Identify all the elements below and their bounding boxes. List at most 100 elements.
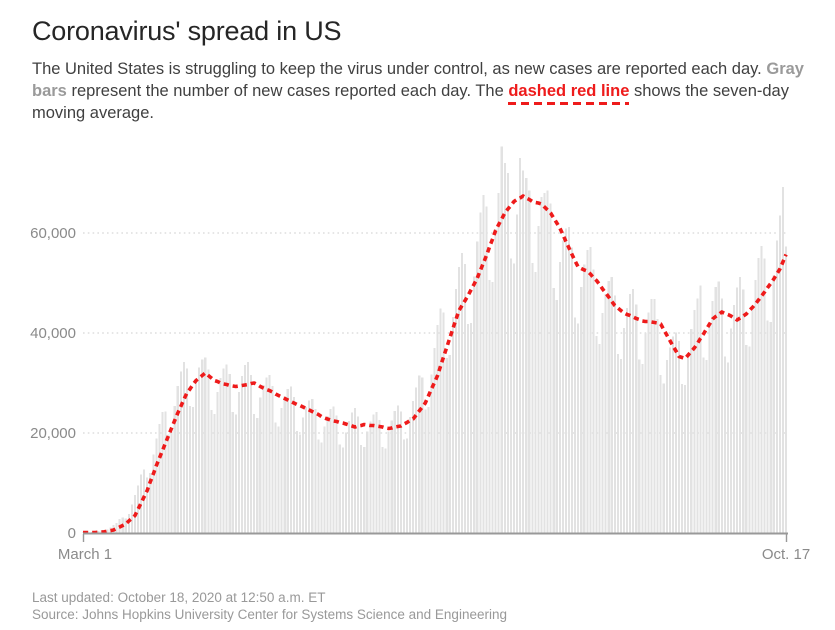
daily-cases-bar (717, 281, 720, 533)
daily-cases-bar (784, 246, 788, 533)
daily-cases-bar (155, 438, 158, 533)
daily-cases-bar (228, 374, 231, 533)
daily-cases-bar (277, 426, 280, 533)
daily-cases-bar (601, 313, 604, 533)
daily-cases-bar (375, 412, 378, 533)
daily-cases-bar (127, 514, 130, 533)
daily-cases-bar (583, 264, 586, 533)
daily-cases-bar (292, 397, 295, 533)
daily-cases-bar (286, 389, 289, 533)
daily-cases-bar (503, 163, 506, 533)
daily-cases-bar (693, 310, 696, 533)
daily-cases-bar (659, 375, 662, 533)
description-lead: The United States is struggling to keep … (32, 60, 767, 78)
daily-cases-bar (243, 365, 247, 533)
daily-cases-bar (167, 434, 170, 533)
daily-cases-bar (283, 396, 286, 533)
daily-cases-bar (415, 387, 418, 533)
daily-cases-bar (702, 357, 705, 533)
daily-cases-bar (259, 397, 262, 533)
daily-cases-bar (225, 364, 228, 533)
daily-cases-bar (681, 384, 684, 533)
daily-cases-bar (708, 325, 711, 533)
daily-cases-bar (525, 178, 528, 533)
daily-cases-bar (647, 312, 650, 533)
y-tick-label: 40,000 (30, 325, 76, 342)
description-tail: shows the seven-day moving average. (32, 82, 789, 122)
daily-cases-bar (763, 258, 766, 533)
daily-cases-bar (506, 173, 509, 533)
daily-cases-bar (467, 324, 470, 533)
daily-cases-bar (485, 206, 488, 533)
daily-cases-bar (519, 158, 522, 533)
daily-cases-bar (341, 447, 344, 533)
daily-cases-bar (445, 358, 448, 533)
daily-cases-bar (549, 203, 552, 533)
daily-cases-bar (433, 348, 436, 533)
daily-cases-bar (580, 287, 583, 533)
daily-cases-bar (757, 258, 760, 533)
daily-cases-bar (766, 320, 769, 533)
daily-cases-bar (384, 448, 387, 533)
daily-cases-bar (632, 289, 635, 533)
daily-cases-bar (491, 282, 494, 533)
daily-cases-bar (742, 289, 745, 533)
daily-cases-bar (305, 407, 308, 533)
daily-cases-bar (558, 262, 561, 533)
daily-cases-bar (494, 229, 497, 533)
y-tick-label: 20,000 (30, 425, 76, 442)
daily-cases-bar (314, 409, 317, 533)
daily-cases-bar (436, 325, 439, 533)
daily-cases-bar (369, 421, 372, 533)
daily-cases-bar (320, 442, 323, 533)
daily-cases-bar (457, 267, 460, 533)
daily-cases-bar (140, 474, 143, 533)
x-axis-line (82, 532, 788, 542)
daily-cases-bar (360, 445, 363, 533)
daily-cases-bar (778, 215, 781, 533)
daily-cases-bar (653, 299, 656, 533)
daily-cases-bar (329, 409, 332, 533)
daily-cases-bar (424, 409, 427, 533)
daily-cases-bar (347, 421, 350, 533)
daily-cases-bar (699, 285, 702, 533)
daily-cases-bar (552, 288, 555, 533)
daily-cases-bar (528, 190, 531, 533)
daily-cases-bar (421, 377, 424, 533)
daily-cases-bar (534, 272, 537, 533)
daily-cases-bar (427, 407, 430, 533)
daily-cases-bar (604, 294, 607, 533)
daily-cases-bar (198, 367, 201, 533)
daily-cases-bar (405, 438, 409, 533)
daily-cases-bar (751, 308, 754, 533)
daily-cases-bar (613, 295, 616, 533)
daily-cases-bar (677, 341, 681, 533)
daily-cases-bar (253, 414, 256, 533)
daily-cases-bar (195, 381, 198, 533)
daily-cases-bar (512, 263, 516, 533)
daily-cases-bar (280, 408, 283, 533)
daily-cases-bar (188, 406, 192, 533)
daily-cases-bar (650, 299, 653, 533)
daily-cases-bar (589, 247, 592, 533)
daily-cases-bar (409, 417, 412, 533)
daily-cases-bar (201, 359, 204, 533)
daily-cases-bar (146, 477, 149, 533)
daily-cases-bar (387, 431, 390, 533)
daily-cases-bar (555, 300, 558, 533)
daily-cases-bar (641, 364, 644, 533)
daily-cases-bar (350, 412, 354, 533)
daily-cases-bar (274, 422, 277, 533)
daily-cases-bar (567, 227, 571, 533)
daily-cases-bar (311, 399, 314, 533)
x-axis-labels: March 1 Oct. 17 (58, 546, 810, 563)
daily-cases-bar (451, 317, 454, 533)
daily-cases-bar (564, 228, 567, 533)
daily-cases-bar (598, 344, 601, 533)
daily-cases-bar (626, 308, 629, 533)
daily-cases-bar (543, 193, 546, 533)
daily-cases-bar (204, 357, 207, 533)
daily-cases-bar (656, 319, 659, 533)
daily-cases-bar (326, 416, 329, 533)
